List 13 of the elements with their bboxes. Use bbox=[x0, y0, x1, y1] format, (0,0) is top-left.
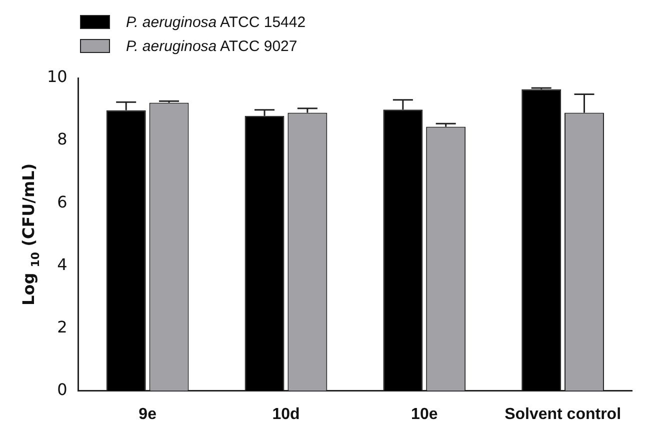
y-axis-title: Log 10 (CFU/mL) bbox=[19, 163, 42, 306]
x-tick-label: 9e bbox=[138, 406, 157, 423]
y-tick-label: 4 bbox=[57, 254, 68, 274]
legend-label: P. aeruginosa ATCC 9027 bbox=[126, 38, 298, 54]
y-tick-label: 2 bbox=[57, 317, 68, 336]
y-tick-label: 10 bbox=[47, 67, 68, 86]
x-tick-label: Solvent control bbox=[504, 406, 622, 423]
legend-label: P. aeruginosa ATCC 15442 bbox=[126, 14, 306, 30]
y-tick-label: 6 bbox=[57, 192, 68, 212]
x-tick-label: 10d bbox=[272, 406, 300, 423]
y-tick-label: 8 bbox=[57, 130, 68, 149]
y-tick-label: 0 bbox=[57, 380, 68, 399]
x-tick-label: 10e bbox=[411, 406, 438, 423]
